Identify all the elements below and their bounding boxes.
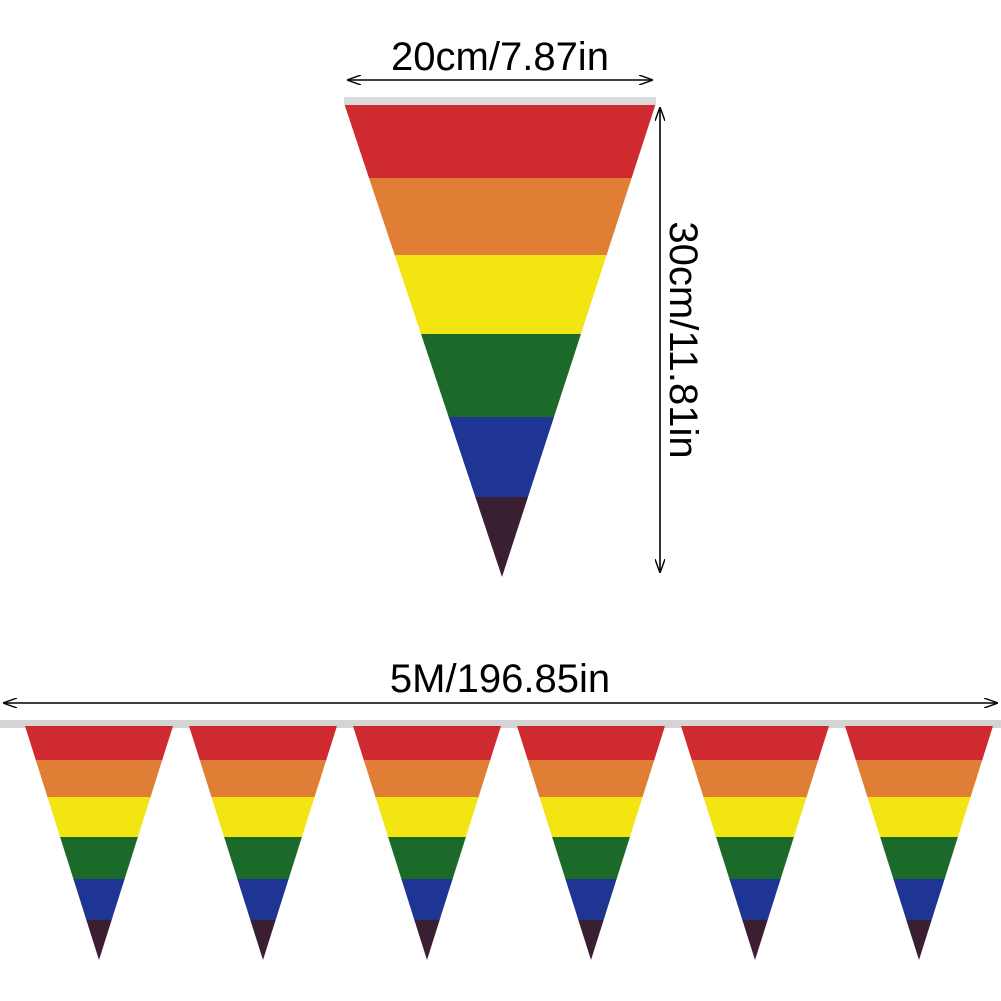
bunting-flag-stripe-red bbox=[189, 726, 337, 761]
bunting-flag-stripe-purple bbox=[517, 920, 665, 960]
bunting-flag-stripe-purple bbox=[681, 920, 829, 960]
bunting-flag-stripe-red bbox=[353, 726, 501, 761]
bunting-flag-stripe-green bbox=[25, 837, 173, 880]
length-label: 5M/196.85in bbox=[390, 657, 610, 701]
bunting-flag-stripe-orange bbox=[189, 760, 337, 798]
flag-stripe-purple bbox=[344, 497, 656, 577]
flag-rope-top bbox=[344, 97, 656, 105]
flag-stripe-orange bbox=[344, 178, 656, 256]
bunting-rope bbox=[0, 720, 1001, 728]
bunting-flag-stripe-yellow bbox=[25, 797, 173, 838]
bunting-flag-stripe-orange bbox=[353, 760, 501, 798]
bunting-flag-stripe-red bbox=[845, 726, 993, 761]
bunting-flag-stripe-orange bbox=[25, 760, 173, 798]
single-pennant-flag bbox=[344, 97, 656, 577]
bunting-flag-stripe-purple bbox=[189, 920, 337, 960]
width-label: 20cm/7.87in bbox=[391, 35, 609, 79]
bunting-flag bbox=[189, 726, 337, 960]
bunting-flag bbox=[25, 726, 173, 960]
bunting-flag bbox=[517, 726, 665, 960]
flag-stripe-green bbox=[344, 334, 656, 418]
bunting-flag-stripe-yellow bbox=[681, 797, 829, 838]
bunting-flag-stripe-green bbox=[353, 837, 501, 880]
bunting-string bbox=[0, 720, 1001, 960]
bunting-flag-stripe-blue bbox=[25, 879, 173, 921]
bunting-flag-stripe-purple bbox=[25, 920, 173, 960]
bunting-flag-stripe-yellow bbox=[189, 797, 337, 838]
bunting-flag-stripe-green bbox=[189, 837, 337, 880]
bunting-flag-stripe-blue bbox=[517, 879, 665, 921]
bunting-flag bbox=[681, 726, 829, 960]
bunting-flag-stripe-blue bbox=[845, 879, 993, 921]
height-label: 30cm/11.81in bbox=[661, 221, 705, 458]
bunting-flag bbox=[353, 726, 501, 960]
bunting-flag-stripe-orange bbox=[681, 760, 829, 798]
bunting-flag-stripe-yellow bbox=[517, 797, 665, 838]
bunting-flag-stripe-red bbox=[681, 726, 829, 761]
bunting-flag-stripe-yellow bbox=[845, 797, 993, 838]
bunting-flag-stripe-blue bbox=[681, 879, 829, 921]
bunting-flag-stripe-orange bbox=[845, 760, 993, 798]
bunting-flag-stripe-yellow bbox=[353, 797, 501, 838]
bunting-flag-stripe-red bbox=[25, 726, 173, 761]
bunting-flag-stripe-blue bbox=[189, 879, 337, 921]
flag-stripe-red bbox=[344, 105, 656, 179]
flag-stripe-blue bbox=[344, 417, 656, 498]
bunting-flag-stripe-purple bbox=[845, 920, 993, 960]
bunting-flag bbox=[845, 726, 993, 960]
bunting-flag-stripe-purple bbox=[353, 920, 501, 960]
bunting-flag-stripe-red bbox=[517, 726, 665, 761]
bunting-flag-stripe-blue bbox=[353, 879, 501, 921]
bunting-flag-stripe-green bbox=[681, 837, 829, 880]
flag-stripe-yellow bbox=[344, 255, 656, 335]
bunting-flag-stripe-green bbox=[845, 837, 993, 880]
bunting-flag-stripe-green bbox=[517, 837, 665, 880]
bunting-flag-stripe-orange bbox=[517, 760, 665, 798]
